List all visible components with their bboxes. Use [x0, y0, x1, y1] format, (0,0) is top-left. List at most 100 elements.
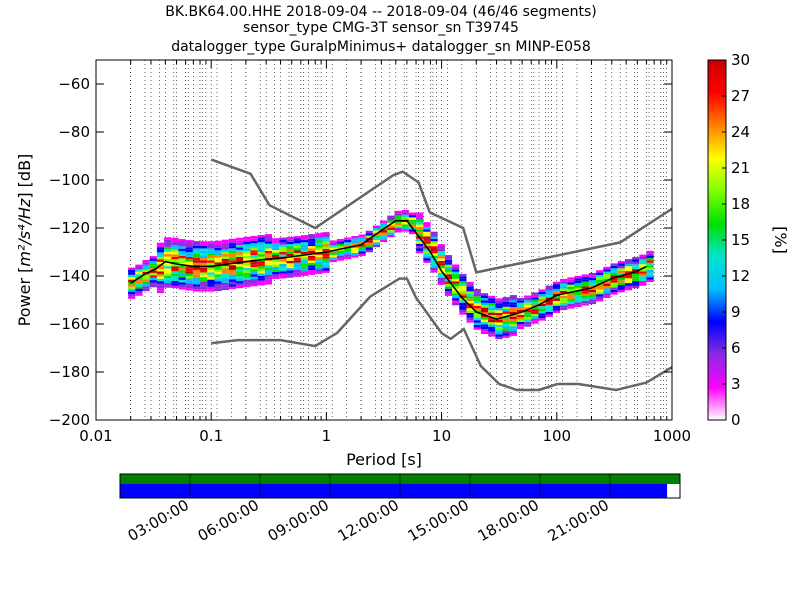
density-cell — [192, 272, 201, 275]
density-cell — [264, 238, 273, 242]
density-cell — [164, 254, 172, 257]
density-cell — [466, 317, 474, 321]
density-cell — [416, 219, 424, 223]
density-cell — [322, 244, 330, 247]
density-cell — [610, 263, 618, 266]
density-cell — [632, 271, 640, 274]
density-cell — [257, 266, 265, 269]
density-cell — [279, 261, 287, 264]
density-cell — [336, 239, 345, 242]
density-cell — [243, 284, 251, 288]
density-cell — [646, 265, 654, 268]
density-cell — [581, 276, 589, 280]
density-cell — [329, 257, 337, 260]
density-cell — [221, 256, 229, 259]
density-cell — [279, 242, 287, 245]
density-cell — [207, 250, 215, 254]
density-cell — [308, 265, 316, 268]
density-cell — [192, 248, 201, 251]
density-cell — [372, 235, 381, 238]
density-cell — [164, 263, 172, 267]
density-cell — [329, 259, 337, 263]
density-cell — [236, 259, 244, 262]
density-cell — [156, 278, 165, 282]
density-cell — [437, 260, 445, 264]
density-cell — [408, 229, 417, 232]
density-cell — [207, 255, 215, 258]
density-cell — [610, 270, 618, 273]
density-cell — [423, 241, 431, 244]
density-cell — [444, 264, 453, 268]
x-axis-label: Period [s] — [346, 450, 422, 469]
density-cell — [171, 266, 179, 269]
density-cell — [264, 234, 273, 237]
density-cell — [466, 315, 474, 318]
density-cell — [156, 245, 165, 248]
density-cell — [524, 307, 532, 310]
density-cell — [351, 236, 359, 239]
density-cell — [502, 321, 510, 324]
density-cell — [322, 256, 330, 259]
density-cell — [214, 267, 222, 270]
density-cell — [257, 283, 265, 286]
colorbar-ticks: 0 3 6 9 12 15 18 21 24 27 30 — [722, 51, 750, 429]
y-tick-label: −140 — [49, 267, 90, 285]
density-cell — [257, 268, 265, 271]
density-cell — [394, 213, 402, 216]
density-cell — [128, 267, 136, 270]
density-cell — [531, 309, 539, 312]
density-cell — [279, 249, 287, 252]
density-cell — [243, 282, 251, 285]
density-cell — [200, 282, 208, 285]
density-cell — [466, 286, 474, 289]
density-cell — [408, 224, 417, 227]
colorbar-label: [%] — [771, 226, 790, 254]
density-cell — [603, 276, 611, 279]
density-cell — [243, 236, 251, 240]
density-cell — [164, 273, 172, 276]
density-cell — [646, 262, 654, 266]
density-cell — [495, 312, 503, 316]
density-cell — [257, 254, 265, 257]
density-cell — [156, 285, 165, 289]
density-cell — [178, 251, 186, 254]
density-cell — [308, 250, 316, 254]
density-cell — [257, 273, 265, 276]
density-cell — [423, 255, 431, 259]
density-cell — [243, 244, 251, 247]
density-cell — [444, 262, 453, 265]
density-cell — [488, 329, 496, 332]
density-cell — [632, 269, 640, 272]
density-cell — [596, 270, 604, 273]
density-cell — [207, 282, 215, 285]
density-cell — [581, 303, 589, 306]
density-cell — [128, 279, 136, 282]
density-cell — [459, 288, 467, 291]
x-tick-label: 10 — [432, 427, 451, 445]
density-cell — [372, 230, 381, 233]
density-cell — [516, 321, 525, 325]
density-cell — [185, 240, 193, 243]
density-cell — [545, 288, 553, 291]
density-cell — [200, 253, 208, 256]
density-cell — [156, 273, 165, 277]
density-cell — [315, 266, 323, 270]
density-cell — [293, 257, 301, 261]
density-cell — [293, 260, 301, 263]
density-cell — [538, 291, 546, 295]
density-cell — [286, 251, 294, 254]
density-cell — [632, 257, 640, 260]
density-cell — [488, 327, 496, 330]
density-cell — [444, 291, 453, 294]
density-cell — [178, 246, 186, 249]
density-cell — [344, 254, 352, 257]
density-cell — [214, 274, 222, 277]
density-cell — [315, 235, 323, 238]
density-cell — [416, 231, 424, 235]
density-cell — [329, 252, 337, 255]
density-cell — [293, 269, 301, 273]
density-cell — [178, 260, 186, 264]
density-cell — [264, 277, 273, 280]
density-cell — [250, 250, 258, 253]
density-cell — [416, 250, 424, 254]
